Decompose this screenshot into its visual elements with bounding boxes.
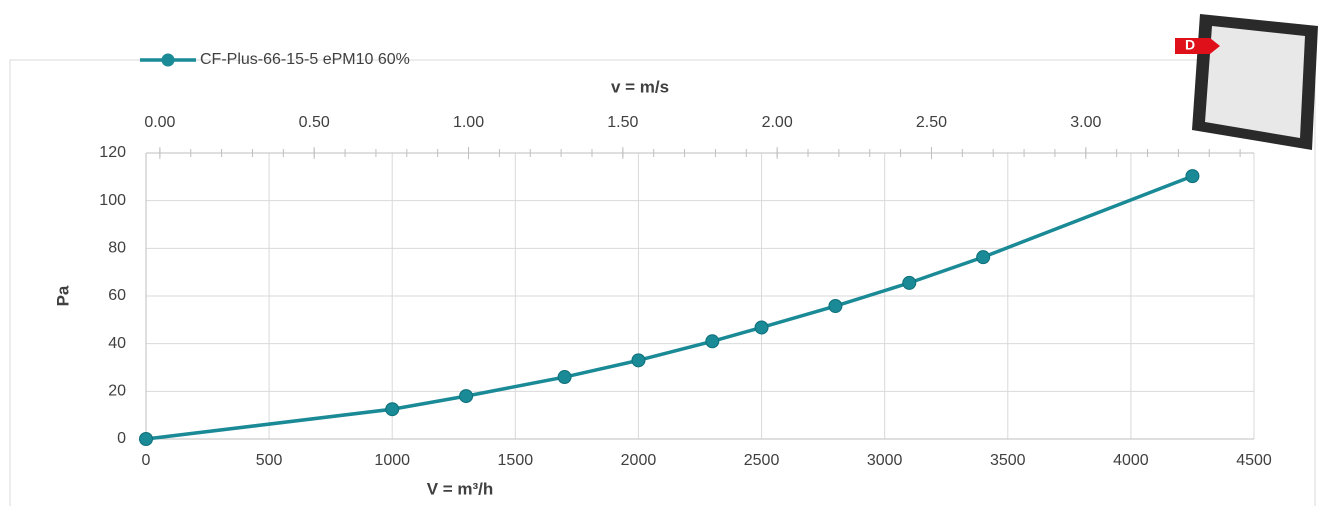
x-tick-label: 3500 <box>990 452 1026 469</box>
y-tick-label: 0 <box>117 430 126 447</box>
series-line <box>145 174 1194 441</box>
x-tick-label: 4000 <box>1113 452 1149 469</box>
y-tick-label: 120 <box>99 144 126 161</box>
x2-tick-label: 2.00 <box>762 114 793 131</box>
x2-tick-label: 0.00 <box>144 114 175 131</box>
x2-axis-title: v = m/s <box>611 77 669 96</box>
y-tick-label: 20 <box>108 383 126 400</box>
y-tick-label: 40 <box>108 335 126 352</box>
x-tick-label: 1500 <box>498 452 534 469</box>
filter-image: D <box>1175 14 1318 150</box>
data-point <box>754 320 769 335</box>
x-tick-label: 2500 <box>744 452 780 469</box>
data-point <box>459 389 474 404</box>
data-point <box>631 353 646 368</box>
x2-tick-label: 0.50 <box>299 114 330 131</box>
data-point <box>385 402 400 417</box>
data-point <box>828 299 843 314</box>
image-label: D <box>1185 37 1195 53</box>
x-tick-label: 4500 <box>1236 452 1272 469</box>
legend-marker <box>161 53 175 67</box>
data-point <box>902 275 917 290</box>
x2-tick-label: 1.00 <box>453 114 484 131</box>
x-tick-label: 500 <box>256 452 283 469</box>
y-tick-label: 100 <box>99 192 126 209</box>
data-point <box>557 370 572 385</box>
x-axis-title: V = m³/h <box>427 479 494 498</box>
data-point <box>1185 169 1200 184</box>
data-point <box>976 250 991 265</box>
y-tick-label: 80 <box>108 240 126 257</box>
x-tick-label: 3000 <box>867 452 903 469</box>
y-axis-title: Pa <box>53 285 72 306</box>
x-tick-label: 2000 <box>621 452 657 469</box>
x2-tick-label: 2.50 <box>916 114 947 131</box>
chart-frame <box>9 59 1316 506</box>
y-tick-label: 60 <box>108 287 126 304</box>
legend-label: CF-Plus-66-15-5 ePM10 60% <box>200 51 410 68</box>
x-tick-label: 0 <box>142 452 151 469</box>
x2-tick-label: 1.50 <box>607 114 638 131</box>
data-point <box>705 334 720 349</box>
x-tick-label: 1000 <box>374 452 410 469</box>
data-point <box>139 432 153 446</box>
x2-tick-label: 3.00 <box>1070 114 1101 131</box>
